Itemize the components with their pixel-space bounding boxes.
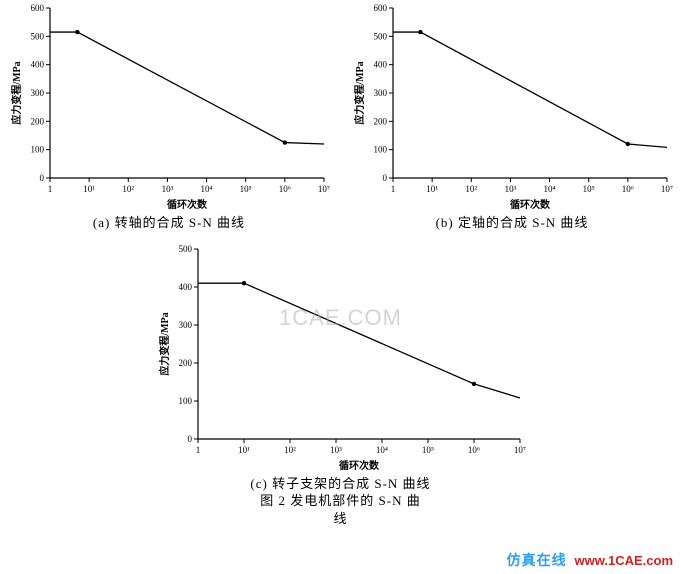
svg-text:10²: 10² [465, 184, 477, 194]
svg-text:600: 600 [374, 3, 388, 13]
svg-text:500: 500 [374, 31, 388, 41]
svg-text:0: 0 [40, 173, 45, 183]
svg-text:应力变程/MPa: 应力变程/MPa [10, 61, 23, 124]
svg-text:10²: 10² [284, 445, 296, 455]
svg-text:10¹: 10¹ [83, 184, 95, 194]
svg-text:10⁷: 10⁷ [661, 184, 673, 194]
svg-text:500: 500 [178, 244, 192, 254]
svg-text:100: 100 [31, 145, 45, 155]
svg-text:10³: 10³ [505, 184, 517, 194]
svg-text:1: 1 [195, 445, 200, 455]
svg-text:400: 400 [31, 60, 45, 70]
figure-caption-line2: 线 [333, 511, 347, 526]
svg-text:400: 400 [178, 282, 192, 292]
chart-b-caption: (b) 定轴的合成 S-N 曲线 [436, 212, 589, 231]
footer: 仿真在线 www.1CAE.com [507, 550, 673, 570]
svg-text:0: 0 [383, 173, 388, 183]
svg-text:应力变程/MPa: 应力变程/MPa [158, 312, 171, 375]
svg-text:1: 1 [391, 184, 396, 194]
figure-caption: 图 2 发电机部件的 S-N 曲 线 [260, 492, 420, 528]
svg-text:10¹: 10¹ [238, 445, 250, 455]
svg-text:10⁴: 10⁴ [544, 184, 556, 194]
svg-text:10²: 10² [122, 184, 134, 194]
svg-text:100: 100 [374, 145, 388, 155]
svg-text:200: 200 [374, 116, 388, 126]
svg-text:300: 300 [31, 88, 45, 98]
figure-caption-line1: 图 2 发电机部件的 S-N 曲 [260, 493, 420, 508]
svg-text:10¹: 10¹ [426, 184, 438, 194]
svg-text:0: 0 [187, 434, 192, 444]
svg-text:循环次数: 循环次数 [167, 198, 208, 211]
svg-text:10³: 10³ [162, 184, 174, 194]
svg-text:100: 100 [178, 396, 192, 406]
svg-text:1: 1 [48, 184, 53, 194]
chart-b: 0 100 200 300 400 500 600 1 10¹ 10² 10³ 10⁴ 10⁵ 10⁶ 10… [351, 2, 673, 212]
chart-c-block: 0 100 200 300 400 500 1 10¹ 10² 10³ 10⁴ 10⁵ 10⁶ 10⁷ 循环… [156, 243, 526, 528]
svg-text:循环次数: 循环次数 [339, 459, 380, 472]
svg-text:200: 200 [178, 358, 192, 368]
svg-text:10⁶: 10⁶ [622, 184, 634, 194]
svg-text:10⁷: 10⁷ [513, 445, 525, 455]
svg-text:应力变程/MPa: 应力变程/MPa [353, 61, 366, 124]
chart-c-caption: (c) 转子支架的合成 S-N 曲线 [250, 473, 430, 492]
svg-text:10⁶: 10⁶ [279, 184, 291, 194]
svg-text:10⁷: 10⁷ [318, 184, 330, 194]
svg-text:10⁶: 10⁶ [467, 445, 479, 455]
svg-text:10⁴: 10⁴ [375, 445, 387, 455]
svg-text:300: 300 [178, 320, 192, 330]
svg-text:10⁵: 10⁵ [240, 184, 252, 194]
svg-text:600: 600 [31, 3, 45, 13]
chart-a-caption: (a) 转轴的合成 S-N 曲线 [93, 212, 245, 231]
footer-url: www.1CAE.com [575, 553, 673, 568]
svg-text:10³: 10³ [330, 445, 342, 455]
svg-text:10⁴: 10⁴ [201, 184, 213, 194]
chart-c: 0 100 200 300 400 500 1 10¹ 10² 10³ 10⁴ 10⁵ 10⁶ 10⁷ 循环… [156, 243, 526, 473]
footer-brand: 仿真在线 [507, 552, 567, 568]
svg-text:500: 500 [31, 31, 45, 41]
chart-a-block: 0 100 200 300 400 500 600 1 10¹ 10² 10³ 10⁴ 10⁵ 10⁶ 10… [8, 2, 330, 231]
svg-text:300: 300 [374, 88, 388, 98]
svg-text:400: 400 [374, 60, 388, 70]
svg-text:200: 200 [31, 116, 45, 126]
svg-text:循环次数: 循环次数 [510, 198, 551, 211]
chart-b-block: 0 100 200 300 400 500 600 1 10¹ 10² 10³ 10⁴ 10⁵ 10⁶ 10… [351, 2, 673, 231]
svg-text:10⁵: 10⁵ [583, 184, 595, 194]
svg-text:10⁵: 10⁵ [421, 445, 433, 455]
chart-a: 0 100 200 300 400 500 600 1 10¹ 10² 10³ 10⁴ 10⁵ 10⁶ 10… [8, 2, 330, 212]
